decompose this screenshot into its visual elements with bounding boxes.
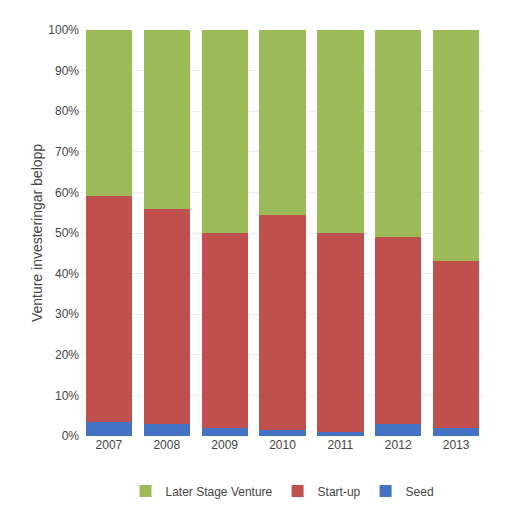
svg-text:80%: 80% [55,104,79,118]
svg-text:Venture investeringar belopp: Venture investeringar belopp [29,144,45,322]
svg-text:Later Stage Venture: Later Stage Venture [166,485,273,499]
svg-text:90%: 90% [55,64,79,78]
svg-text:2011: 2011 [327,438,353,452]
svg-text:2012: 2012 [385,438,412,452]
svg-text:40%: 40% [55,267,79,281]
svg-text:Seed: Seed [406,485,434,499]
svg-text:2008: 2008 [153,438,180,452]
svg-text:60%: 60% [55,186,79,200]
svg-text:10%: 10% [55,389,79,403]
svg-text:20%: 20% [55,348,79,362]
svg-text:50%: 50% [55,226,79,240]
svg-text:30%: 30% [55,307,79,321]
svg-text:2013: 2013 [443,438,470,452]
svg-text:70%: 70% [55,145,79,159]
svg-text:0%: 0% [62,429,80,443]
svg-text:Start-up: Start-up [318,485,361,499]
svg-text:100%: 100% [48,23,79,37]
svg-text:2010: 2010 [269,438,296,452]
svg-text:2009: 2009 [211,438,238,452]
svg-text:2007: 2007 [96,438,123,452]
